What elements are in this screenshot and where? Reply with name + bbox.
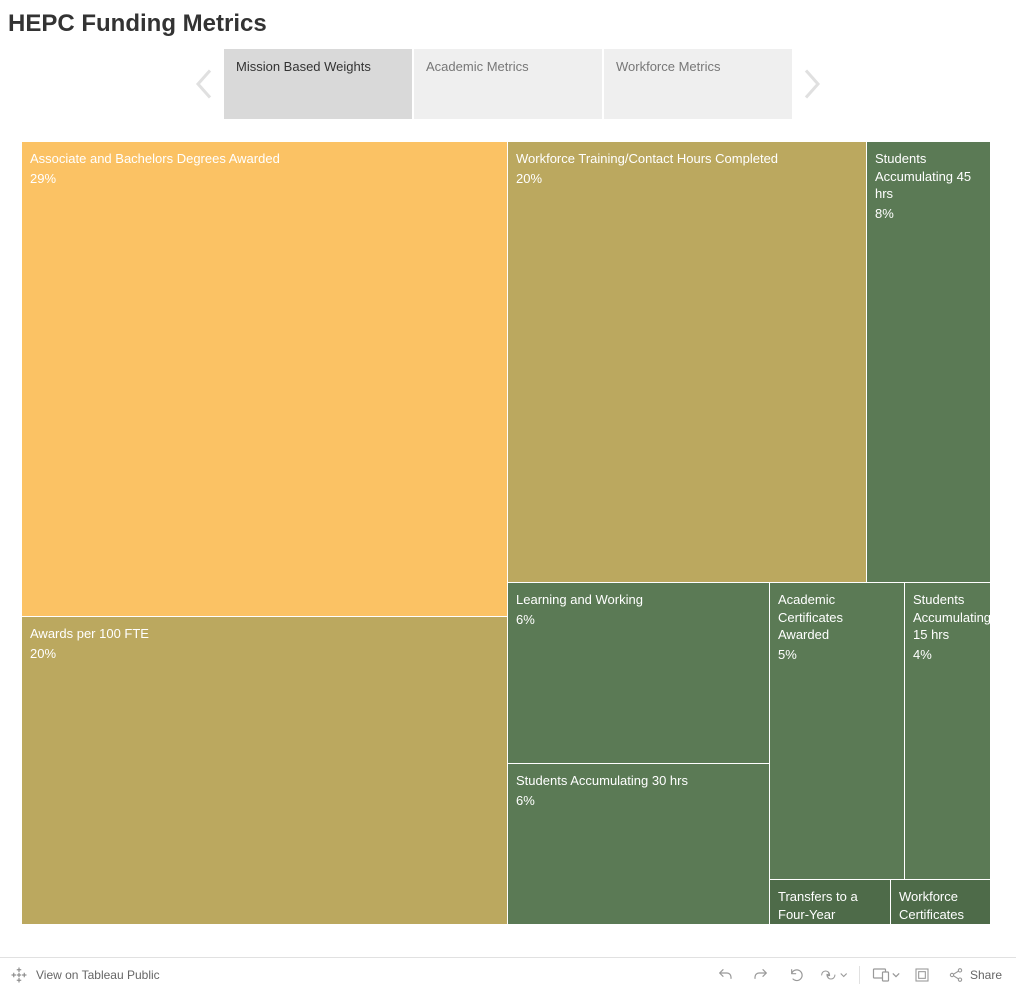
- tableau-toolbar: View on Tableau Public Share: [0, 957, 1016, 991]
- treemap-cell-percentage: 4%: [913, 646, 982, 664]
- tableau-logo-icon: [10, 966, 28, 984]
- treemap-cell-label: Students Accumulating 30 hrs: [516, 772, 761, 790]
- treemap-cell[interactable]: Students Accumulating 15 hrs 4%: [905, 583, 990, 879]
- tab-mission-based-weights[interactable]: Mission Based Weights: [224, 49, 412, 119]
- page-title: HEPC Funding Metrics: [0, 0, 1016, 44]
- tab-label: Workforce Metrics: [616, 59, 721, 74]
- redo-button[interactable]: [747, 961, 775, 989]
- undo-button[interactable]: [711, 961, 739, 989]
- treemap-cell-percentage: 29%: [30, 170, 499, 188]
- tab-next-chevron[interactable]: [794, 49, 830, 119]
- treemap-cell-label: Workforce Certificates: [899, 888, 982, 923]
- treemap-cell-percentage: 8%: [875, 205, 982, 223]
- view-on-tableau-public-link[interactable]: View on Tableau Public: [10, 966, 160, 984]
- treemap-cell-label: Students Accumulating 45 hrs: [875, 150, 982, 203]
- treemap-cell-label: Learning and Working: [516, 591, 761, 609]
- treemap-cell[interactable]: Transfers to a Four-Year: [770, 880, 890, 924]
- caret-down-icon: [840, 971, 847, 979]
- treemap-cell-percentage: 20%: [516, 170, 858, 188]
- device-preview-icon: [872, 967, 890, 983]
- treemap-cell[interactable]: Students Accumulating 30 hrs 6%: [508, 764, 769, 924]
- fullscreen-button[interactable]: [908, 961, 936, 989]
- revert-icon: [789, 967, 805, 983]
- refresh-icon: [819, 968, 838, 982]
- treemap-cell-label: Awards per 100 FTE: [30, 625, 499, 643]
- refresh-button[interactable]: [819, 961, 847, 989]
- treemap-cell-percentage: 6%: [516, 792, 761, 810]
- chevron-right-icon: [803, 69, 821, 99]
- treemap-cell[interactable]: Workforce Training/Contact Hours Complet…: [508, 142, 866, 582]
- treemap-cell-label: Students Accumulating 15 hrs: [913, 591, 982, 644]
- tab-prev-chevron[interactable]: [186, 49, 222, 119]
- treemap-cell-percentage: 20%: [30, 645, 499, 663]
- tab-label: Mission Based Weights: [236, 59, 371, 74]
- view-on-tableau-public-label: View on Tableau Public: [36, 968, 160, 982]
- undo-icon: [717, 967, 733, 983]
- revert-button[interactable]: [783, 961, 811, 989]
- device-preview-button[interactable]: [872, 961, 900, 989]
- tab-academic-metrics[interactable]: Academic Metrics: [414, 49, 602, 119]
- share-label: Share: [970, 968, 1002, 982]
- redo-icon: [753, 967, 769, 983]
- treemap-cell-label: Workforce Training/Contact Hours Complet…: [516, 150, 858, 168]
- treemap-cell-label: Associate and Bachelors Degrees Awarded: [30, 150, 499, 168]
- treemap-chart[interactable]: Associate and Bachelors Degrees Awarded 2…: [22, 142, 990, 924]
- share-icon: [948, 967, 964, 983]
- treemap-cell-label: Transfers to a Four-Year: [778, 888, 882, 923]
- toolbar-separator: [859, 966, 860, 984]
- chevron-left-icon: [195, 69, 213, 99]
- treemap-cell[interactable]: Academic Certificates Awarded 5%: [770, 583, 904, 879]
- tab-workforce-metrics[interactable]: Workforce Metrics: [604, 49, 792, 119]
- treemap-cell[interactable]: Learning and Working 6%: [508, 583, 769, 763]
- share-button[interactable]: Share: [944, 967, 1006, 983]
- treemap-cell[interactable]: Students Accumulating 45 hrs 8%: [867, 142, 990, 582]
- tab-strip: Mission Based Weights Academic Metrics W…: [0, 44, 1016, 124]
- treemap-cell[interactable]: Workforce Certificates: [891, 880, 990, 924]
- caret-down-icon: [892, 971, 900, 979]
- treemap-cell-label: Academic Certificates Awarded: [778, 591, 896, 644]
- treemap-cell[interactable]: Associate and Bachelors Degrees Awarded 2…: [22, 142, 507, 616]
- fullscreen-icon: [914, 967, 930, 983]
- treemap-cell-percentage: 6%: [516, 611, 761, 629]
- treemap-cell-percentage: 5%: [778, 646, 896, 664]
- tab-label: Academic Metrics: [426, 59, 529, 74]
- treemap-cell[interactable]: Awards per 100 FTE 20%: [22, 617, 507, 924]
